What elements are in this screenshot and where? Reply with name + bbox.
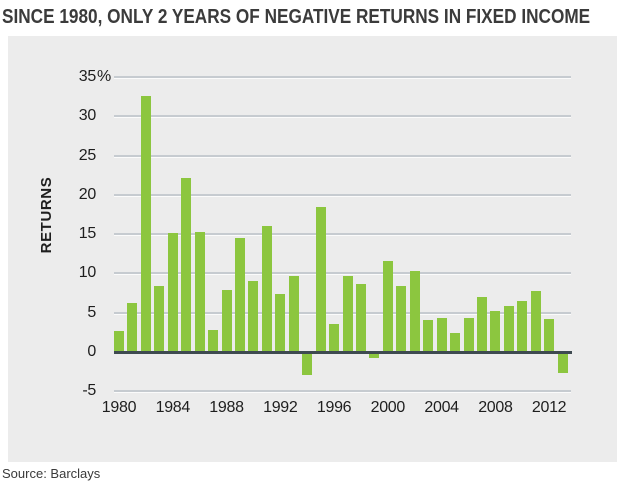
y-tick-label--5: -5	[82, 382, 96, 400]
bar-2013	[557, 352, 568, 374]
bar-2001	[396, 286, 407, 352]
y-tick-percent-sign: %	[97, 68, 112, 86]
y-tick-label-35: 35	[78, 68, 97, 86]
y-tick-label-15: 15	[78, 225, 97, 243]
bar-2008	[490, 311, 501, 352]
bar-2012	[544, 319, 555, 352]
chart-title: SINCE 1980, ONLY 2 YEARS OF NEGATIVE RET…	[2, 6, 591, 28]
bar-1987	[208, 330, 219, 352]
bar-1983	[154, 286, 165, 352]
bar-1996	[329, 323, 340, 352]
bar-2011	[530, 290, 541, 352]
bar-1993	[288, 275, 299, 352]
bar-2006	[463, 318, 474, 352]
bar-1980	[114, 330, 124, 352]
bar-1981	[127, 303, 138, 352]
y-tick-label-20: 20	[78, 185, 97, 203]
bar-2004	[436, 318, 447, 352]
bar-1990	[248, 281, 259, 352]
bar-1998	[355, 283, 366, 352]
bar-1992	[275, 293, 286, 352]
gridline-15	[114, 233, 571, 236]
bar-1989	[235, 238, 245, 352]
bar-2009	[503, 305, 514, 352]
x-tick-label-2012: 2012	[531, 399, 567, 416]
bar-2010	[517, 300, 528, 352]
gridline-30	[114, 115, 571, 118]
gridline-10	[114, 272, 571, 275]
bar-1988	[221, 289, 232, 352]
gridline-20	[114, 193, 571, 196]
x-tick-label-1988: 1988	[209, 399, 244, 416]
bar-2003	[423, 319, 434, 352]
x-tick-label-1992: 1992	[263, 399, 298, 416]
bar-1985	[181, 178, 192, 352]
bar-1999	[369, 352, 380, 359]
y-tick-label-0: 0	[87, 343, 96, 360]
bar-2007	[476, 297, 487, 352]
bar-1982	[140, 95, 151, 352]
y-tick-label-10: 10	[78, 264, 97, 282]
y-tick-label-30: 30	[78, 107, 97, 125]
zero-axis-line	[114, 351, 572, 354]
bar-1991	[261, 226, 272, 352]
bar-2005	[450, 333, 460, 352]
x-tick-label-1996: 1996	[316, 399, 352, 416]
y-tick-label-25: 25	[78, 146, 97, 164]
bar-2002	[409, 271, 420, 352]
gridline-25	[114, 154, 571, 157]
bar-1995	[315, 206, 326, 352]
bar-1994	[302, 352, 313, 375]
x-tick-label-2004: 2004	[424, 399, 459, 416]
bar-1986	[194, 231, 205, 352]
x-tick-label-1980: 1980	[101, 399, 137, 416]
y-tick-label-5: 5	[87, 303, 96, 321]
x-tick-label-2008: 2008	[478, 399, 513, 416]
x-tick-label-1984: 1984	[155, 399, 191, 416]
source-note: Source: Barclays	[2, 466, 101, 481]
gridline--5	[114, 390, 571, 393]
x-tick-label-2000: 2000	[370, 399, 406, 416]
bar-1997	[342, 275, 353, 352]
bar-2000	[382, 260, 393, 352]
gridline-35	[114, 76, 571, 79]
bar-1984	[167, 232, 178, 352]
